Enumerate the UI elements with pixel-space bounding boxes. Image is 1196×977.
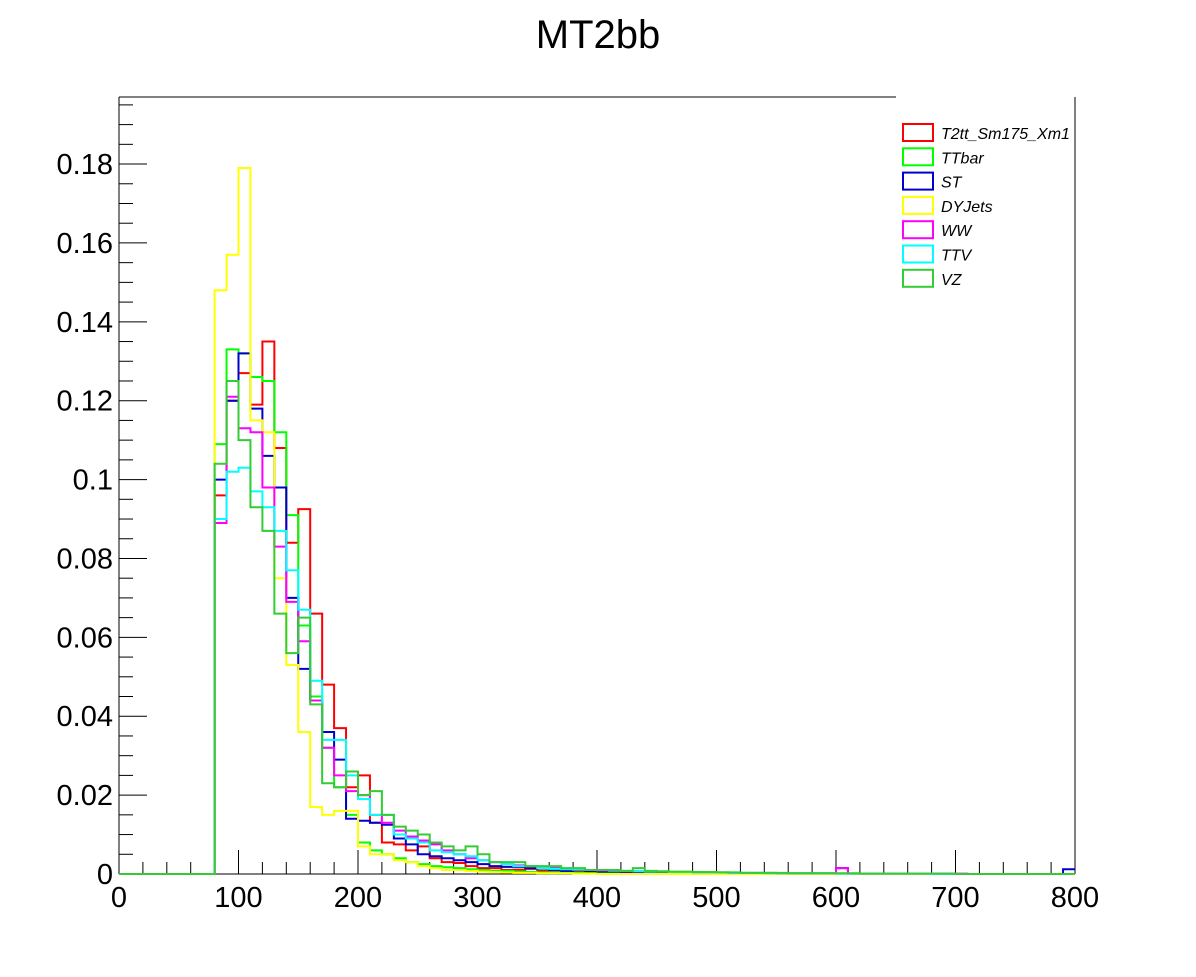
legend-swatch: [902, 147, 934, 167]
y-tick-label: 0.18: [57, 149, 113, 181]
axes-layer: 0 0.02 0.04 0.06 0.08 0.1 0.12 0.14 0.16 0.18 0 100…: [57, 96, 1099, 914]
x-tick-label: 300: [453, 882, 501, 914]
y-tick-label: 0.16: [57, 228, 113, 260]
legend-swatch: [902, 195, 934, 215]
legend-swatch: [902, 220, 934, 240]
x-tick-label: 700: [931, 882, 979, 914]
y-tick-label: 0.14: [57, 307, 113, 339]
legend-label: TTV: [941, 248, 973, 265]
legend-label: T2tt_Sm175_Xm1: [941, 126, 1070, 143]
legend-label: WW: [941, 223, 973, 240]
series-vz: [119, 379, 1075, 875]
chart-title: MT2bb: [536, 13, 661, 57]
y-tick-label: 0.12: [57, 386, 113, 418]
series-ww: [119, 395, 1075, 875]
legend-label: ST: [941, 175, 963, 192]
legend-swatch: [902, 171, 934, 191]
y-tick-label: 0: [97, 859, 113, 891]
y-tick-label: 0.1: [73, 465, 113, 497]
x-tick-label: 100: [214, 882, 262, 914]
legend-swatch: [902, 268, 934, 288]
y-tick-label: 0.08: [57, 543, 113, 575]
x-tick-label: 500: [692, 882, 740, 914]
x-tick-label: 600: [812, 882, 860, 914]
x-tick-label: 0: [111, 882, 127, 914]
y-tick-label: 0.04: [57, 701, 113, 733]
x-tick-label: 800: [1051, 882, 1099, 914]
y-tick-label: 0.06: [57, 622, 113, 654]
x-tick-label: 200: [334, 882, 382, 914]
legend-label: VZ: [941, 272, 963, 289]
legend: T2tt_Sm175_Xm1 TTbar ST DYJets WW TTV VZ: [902, 123, 1070, 289]
legend-label: DYJets: [941, 199, 993, 216]
y-tick-label: 0.02: [57, 780, 113, 812]
legend-label: TTbar: [941, 150, 984, 167]
legend-swatch: [902, 123, 934, 142]
legend-swatch: [902, 244, 934, 264]
series-layer: [119, 166, 1075, 875]
x-tick-label: 400: [573, 882, 621, 914]
